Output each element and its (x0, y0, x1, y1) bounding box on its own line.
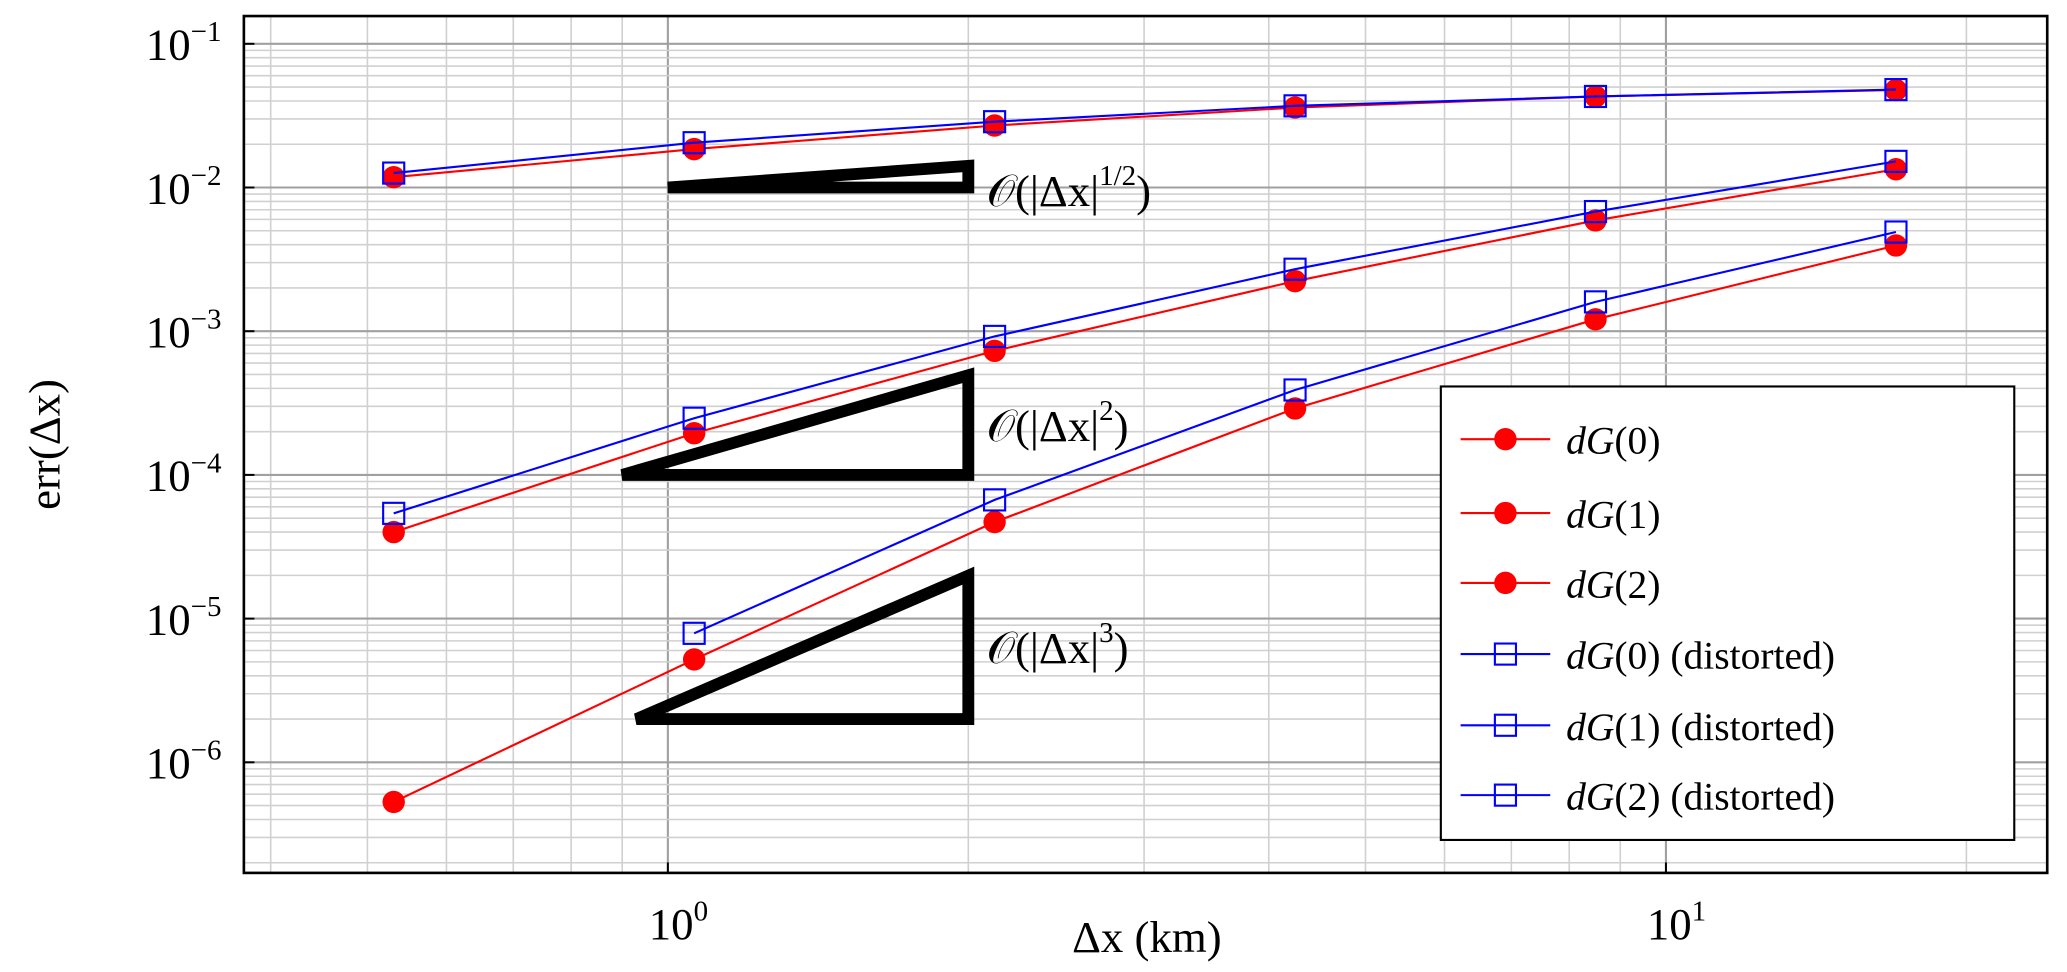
data-point (1283, 257, 1307, 281)
data-point (1493, 783, 1518, 807)
data-point (1584, 209, 1607, 232)
y-tick-label: 10−2 (146, 160, 222, 213)
data-point (982, 110, 1007, 134)
data-point (682, 648, 706, 671)
data-point (983, 510, 1006, 534)
data-point (382, 790, 405, 814)
legend-label: dG(2) (1566, 562, 1660, 606)
series-line (693, 230, 1897, 635)
slope-label: 𝒪(|Δx|3) (987, 617, 1129, 673)
data-point (1583, 84, 1608, 109)
series-line (393, 168, 1897, 534)
data-point (682, 621, 706, 645)
data-point (1283, 94, 1307, 118)
slope-label: 𝒪(|Δx|2) (987, 395, 1129, 451)
data-point (1584, 308, 1607, 331)
y-axis-label: err(Δx) (19, 379, 69, 510)
data-point (382, 165, 405, 189)
legend-entry: dG(2) (distorted) (1460, 775, 1835, 819)
x-tick-label: 101 (1647, 895, 1706, 948)
slope-label: 𝒪(|Δx|1/2) (987, 160, 1151, 216)
data-point (1283, 397, 1307, 420)
data-point (1283, 269, 1307, 293)
data-point (1493, 713, 1518, 737)
series-dg-2- (382, 234, 1908, 814)
data-point (1884, 78, 1908, 102)
y-tick-label: 10−4 (146, 447, 222, 500)
data-point (983, 114, 1006, 137)
series-layer (382, 78, 1908, 814)
slope-triangle (667, 159, 975, 194)
legend-entry: dG(2) (1460, 562, 1661, 606)
x-axis-label: Δx (km) (1072, 912, 1222, 962)
series-dg-1- (382, 158, 1908, 544)
series-dg-1-distorted- (382, 149, 1908, 525)
slope-triangle (620, 367, 975, 481)
legend-entry: dG(1) (distorted) (1460, 705, 1835, 749)
series-line (393, 160, 1897, 515)
series-dg-0-distorted- (382, 78, 1908, 185)
legend-entry: dG(1) (1460, 493, 1661, 537)
x-tick-label: 100 (649, 895, 708, 948)
legend-box (1439, 385, 2016, 842)
data-point (382, 161, 406, 185)
legend-label: dG(1) (distorted) (1566, 705, 1835, 749)
data-point (982, 488, 1007, 512)
legend: dG(0) dG(1) dG(2) dG(0) (distorted) dG(1) (d… (1439, 385, 2016, 842)
series-line (393, 88, 1896, 175)
legend-label: dG(0) (1566, 419, 1660, 463)
legend-label: dG(2) (distorted) (1566, 775, 1835, 819)
legend-label: dG(1) (1566, 493, 1660, 537)
data-point (1884, 149, 1908, 173)
legend-label: dG(0) (distorted) (1566, 634, 1835, 678)
y-tick-label: 10−5 (146, 591, 222, 644)
data-point (1884, 220, 1908, 244)
data-point (1583, 199, 1608, 224)
slope-triangles: 𝒪(|Δx|1/2) 𝒪(|Δx|2) 𝒪(|Δx|3) (620, 159, 1151, 725)
data-point (1494, 427, 1517, 451)
data-point (1494, 501, 1517, 525)
slope-triangle (634, 566, 975, 725)
data-point (682, 422, 706, 445)
data-point (1283, 96, 1307, 119)
legend-entry: dG(0) (distorted) (1460, 634, 1835, 678)
data-point (1884, 158, 1908, 181)
plot-frame (242, 14, 2049, 875)
data-point (382, 520, 405, 544)
data-point (682, 131, 706, 155)
y-tick-label: 10−3 (146, 304, 222, 357)
y-tick-label: 10−6 (146, 735, 222, 788)
data-point (1583, 290, 1608, 314)
y-tick-label: 10−1 (146, 16, 222, 69)
legend-entry: dG(0) (1460, 419, 1661, 463)
data-point (1884, 234, 1908, 257)
data-point (982, 324, 1007, 349)
data-point (382, 501, 406, 525)
data-point (1493, 642, 1518, 666)
data-point (1494, 571, 1517, 595)
data-point (682, 406, 706, 430)
tick-labels: 100 101 10−1 10−2 10−3 10−4 10−5 10−6 (146, 16, 1706, 949)
series-dg-2-distorted- (682, 220, 1908, 645)
series-line (393, 244, 1897, 803)
data-point (1283, 378, 1307, 402)
data-point (983, 339, 1006, 363)
